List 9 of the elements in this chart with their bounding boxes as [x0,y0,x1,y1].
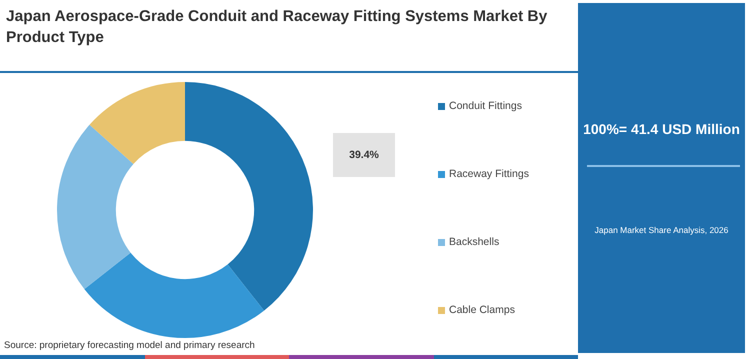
legend-label: Conduit Fittings [449,100,522,112]
text: Japan Market Share Analysis, 2026 [594,225,730,235]
legend-label: Backshells [449,236,500,248]
legend-label: Raceway Fittings [449,168,529,180]
data-label: 39.4% [333,133,395,177]
chart-title: Japan Aerospace-Grade Conduit and Raceway Fitting Systems Market By Product Type [6,7,548,48]
legend-label: Cable Clamps [449,304,515,316]
source-note: Source: proprietary forecasting model and primary research [4,340,255,351]
text: 100%= 41.4 USD Million [582,121,741,137]
